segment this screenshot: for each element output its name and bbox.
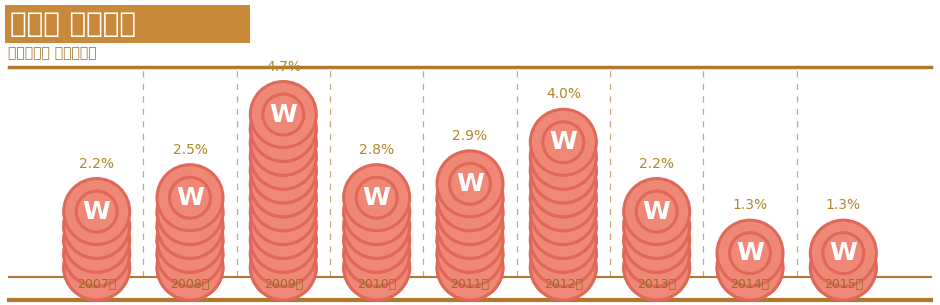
Circle shape <box>530 206 596 272</box>
Circle shape <box>623 234 690 300</box>
Text: 연금액 인상비율: 연금액 인상비율 <box>10 10 136 38</box>
Text: 2009년: 2009년 <box>264 278 303 292</box>
Text: 2011년: 2011년 <box>450 278 490 292</box>
Circle shape <box>250 234 317 300</box>
Circle shape <box>530 220 596 286</box>
Circle shape <box>530 109 596 175</box>
Circle shape <box>822 233 864 274</box>
Circle shape <box>250 192 317 258</box>
Circle shape <box>157 178 223 245</box>
Text: 2007년: 2007년 <box>77 278 117 292</box>
Circle shape <box>623 192 690 258</box>
Circle shape <box>623 220 690 286</box>
Circle shape <box>250 206 317 272</box>
Circle shape <box>250 81 317 148</box>
Text: 2014년: 2014년 <box>730 278 770 292</box>
Circle shape <box>250 137 317 203</box>
Text: 4.7%: 4.7% <box>266 59 301 74</box>
Circle shape <box>729 233 771 274</box>
Text: W: W <box>829 241 857 265</box>
Circle shape <box>250 165 317 231</box>
Circle shape <box>530 234 596 300</box>
Circle shape <box>344 206 410 272</box>
Circle shape <box>64 192 130 258</box>
Circle shape <box>437 192 503 258</box>
Text: W: W <box>83 199 111 224</box>
Circle shape <box>250 95 317 161</box>
Circle shape <box>623 206 690 272</box>
Text: 1.3%: 1.3% <box>732 198 768 212</box>
Circle shape <box>250 123 317 189</box>
Circle shape <box>437 206 503 272</box>
Circle shape <box>530 123 596 189</box>
Text: 2010년: 2010년 <box>357 278 397 292</box>
Circle shape <box>344 220 410 286</box>
Text: 2.9%: 2.9% <box>452 129 488 143</box>
Circle shape <box>157 206 223 272</box>
Circle shape <box>64 178 130 245</box>
Circle shape <box>530 165 596 231</box>
Circle shape <box>437 178 503 245</box>
Circle shape <box>623 178 690 245</box>
Text: 2013년: 2013년 <box>637 278 676 292</box>
Circle shape <box>530 192 596 258</box>
Text: 2008년: 2008년 <box>170 278 210 292</box>
Circle shape <box>157 165 223 231</box>
Circle shape <box>76 191 118 232</box>
Circle shape <box>437 151 503 217</box>
Circle shape <box>250 151 317 217</box>
Circle shape <box>250 109 317 175</box>
Text: 4.0%: 4.0% <box>546 87 581 101</box>
Circle shape <box>636 191 677 232</box>
Circle shape <box>250 178 317 245</box>
Circle shape <box>437 165 503 231</box>
Text: W: W <box>176 186 204 210</box>
Circle shape <box>263 94 304 135</box>
Circle shape <box>717 234 783 300</box>
Text: 2.5%: 2.5% <box>173 143 208 157</box>
Circle shape <box>810 220 876 286</box>
Circle shape <box>530 178 596 245</box>
Circle shape <box>810 234 876 300</box>
Circle shape <box>64 234 130 300</box>
Text: W: W <box>270 102 297 127</box>
Text: 2015년: 2015년 <box>823 278 863 292</box>
Text: W: W <box>363 186 391 210</box>
Circle shape <box>356 177 397 218</box>
Circle shape <box>157 234 223 300</box>
Circle shape <box>64 220 130 286</box>
Circle shape <box>717 220 783 286</box>
Circle shape <box>437 220 503 286</box>
Text: W: W <box>736 241 764 265</box>
Circle shape <box>344 165 410 231</box>
Text: 2.8%: 2.8% <box>359 143 394 157</box>
Circle shape <box>157 192 223 258</box>
Circle shape <box>437 234 503 300</box>
Text: W: W <box>643 199 670 224</box>
Circle shape <box>449 163 491 204</box>
Text: 전국소비자 물가변동률: 전국소비자 물가변동률 <box>8 46 97 60</box>
Text: 2012년: 2012년 <box>543 278 583 292</box>
Text: 2.2%: 2.2% <box>639 156 674 170</box>
Circle shape <box>344 178 410 245</box>
FancyBboxPatch shape <box>5 5 250 43</box>
Circle shape <box>344 192 410 258</box>
Circle shape <box>64 206 130 272</box>
Text: W: W <box>456 172 484 196</box>
Circle shape <box>530 151 596 217</box>
Circle shape <box>344 234 410 300</box>
Text: 2.2%: 2.2% <box>79 156 114 170</box>
Circle shape <box>543 122 584 163</box>
Text: 1.3%: 1.3% <box>825 198 861 212</box>
Text: W: W <box>549 130 577 154</box>
Circle shape <box>250 220 317 286</box>
Circle shape <box>530 137 596 203</box>
Circle shape <box>169 177 211 218</box>
Circle shape <box>157 220 223 286</box>
